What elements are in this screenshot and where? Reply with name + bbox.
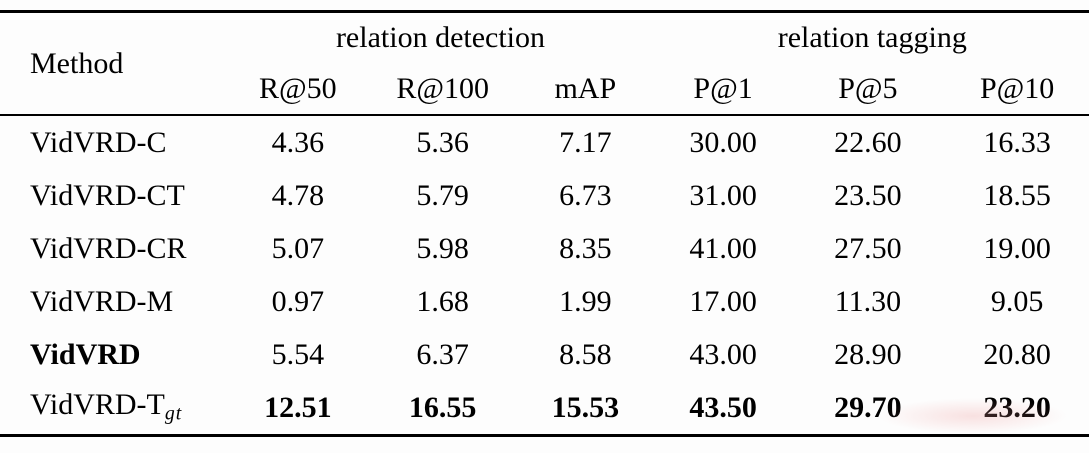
table-row-vidvrd-ct: VidVRD-CT 4.78 5.79 6.73 31.00 23.50 18.… <box>0 169 1089 222</box>
table-body: VidVRD-C 4.36 5.36 7.17 30.00 22.60 16.3… <box>0 115 1089 436</box>
column-header-p1: P@1 <box>655 63 791 116</box>
method-label: VidVRD-CR <box>30 231 187 265</box>
value-cell: 23.50 <box>834 178 902 212</box>
value-cell: 17.00 <box>689 284 757 318</box>
value-cell: 27.50 <box>834 231 902 265</box>
table-header: Method relation detection relation taggi… <box>0 11 1089 116</box>
value-cell: 5.79 <box>416 178 469 212</box>
method-cell: VidVRD-C <box>0 115 225 169</box>
results-table: Method relation detection relation taggi… <box>0 10 1089 437</box>
value-cell: 5.54 <box>271 337 325 371</box>
value-cell: 15.53 <box>551 390 620 424</box>
method-cell: VidVRD-CT <box>0 169 225 222</box>
value-cell: 41.00 <box>689 231 757 265</box>
table-row-vidvrd: VidVRD 5.54 6.37 8.58 43.00 28.90 20.80 <box>0 328 1089 381</box>
group-header-relation-detection: relation detection <box>335 21 546 54</box>
value-cell: 4.78 <box>271 178 325 212</box>
value-cell: 19.00 <box>983 231 1051 265</box>
value-cell: 1.68 <box>416 284 469 318</box>
value-cell: 31.00 <box>689 178 757 212</box>
value-cell: 20.80 <box>983 337 1051 371</box>
column-header-map: mAP <box>515 63 656 116</box>
column-header-r100: R@100 <box>370 63 516 116</box>
method-cell: VidVRD-M <box>0 275 225 328</box>
value-cell: 12.51 <box>264 390 332 424</box>
value-cell: 16.55 <box>408 390 477 424</box>
value-cell: 5.36 <box>416 125 469 159</box>
column-header-r50: R@50 <box>225 63 371 116</box>
value-cell: 22.60 <box>834 125 902 159</box>
value-cell: 4.36 <box>271 125 325 159</box>
value-cell: 5.98 <box>416 231 469 265</box>
method-cell: VidVRD <box>0 328 225 381</box>
value-cell: 18.55 <box>983 178 1051 212</box>
group-header-relation-tagging: relation tagging <box>777 21 967 54</box>
header-sub-row: R@50 R@100 mAP P@1 P@5 P@10 <box>0 63 1089 116</box>
column-header-p5: P@5 <box>790 63 946 116</box>
value-cell: 43.00 <box>689 337 757 371</box>
header-group-row: Method relation detection relation taggi… <box>0 11 1089 116</box>
value-cell: 1.99 <box>559 284 612 318</box>
method-subscript: gt <box>164 402 183 425</box>
value-cell: 8.35 <box>559 231 612 265</box>
method-label: VidVRD-T <box>30 388 165 422</box>
table-row-vidvrd-cr: VidVRD-CR 5.07 5.98 8.35 41.00 27.50 19.… <box>0 222 1089 275</box>
value-cell: 8.58 <box>559 337 612 371</box>
method-label: VidVRD-C <box>30 125 167 159</box>
column-header-method: Method <box>0 11 226 116</box>
method-cell: VidVRD-CR <box>0 222 225 275</box>
table-row-vidvrd-m: VidVRD-M 0.97 1.68 1.99 17.00 11.30 9.05 <box>0 275 1089 328</box>
value-cell: 23.20 <box>983 390 1051 424</box>
value-cell: 11.30 <box>834 284 902 318</box>
value-cell: 16.33 <box>983 125 1051 159</box>
value-cell: 43.50 <box>689 390 757 424</box>
column-header-p10: P@10 <box>945 63 1089 116</box>
method-label: VidVRD <box>30 337 141 371</box>
method-label: VidVRD-M <box>30 284 174 318</box>
method-cell: VidVRD-Tgt <box>0 381 225 436</box>
value-cell: 7.17 <box>559 125 612 159</box>
value-cell: 5.07 <box>271 231 325 265</box>
value-cell: 9.05 <box>990 284 1044 318</box>
value-cell: 6.37 <box>416 337 469 371</box>
value-cell: 30.00 <box>689 125 757 159</box>
method-label: VidVRD-CT <box>30 178 185 212</box>
table-row-vidvrd-tgt: VidVRD-Tgt 12.51 16.55 15.53 43.50 29.70… <box>0 381 1089 436</box>
value-cell: 28.90 <box>834 337 902 371</box>
value-cell: 0.97 <box>271 284 325 318</box>
table-row-vidvrd-c: VidVRD-C 4.36 5.36 7.17 30.00 22.60 16.3… <box>0 115 1089 169</box>
value-cell: 6.73 <box>559 178 612 212</box>
value-cell: 29.70 <box>834 390 902 424</box>
